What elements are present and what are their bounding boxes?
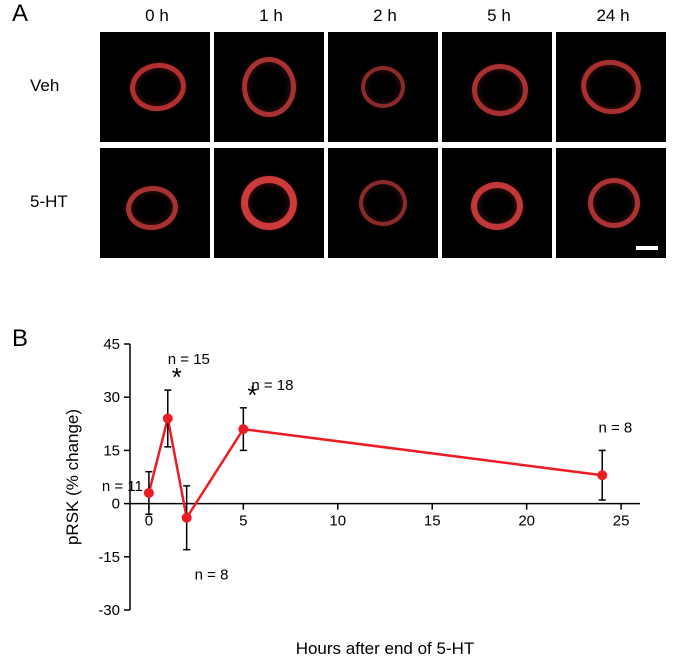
- cell-ring: [588, 178, 640, 228]
- y-tick-label: 45: [103, 336, 120, 353]
- panel-a-label: A: [12, 0, 28, 28]
- y-tick-label: 15: [103, 442, 120, 459]
- n-label: n = 8: [195, 567, 229, 584]
- data-point: [238, 424, 248, 434]
- micrograph-grid: [100, 32, 666, 264]
- micrograph-row: [100, 148, 666, 258]
- panel-b: -30 -15 0 15 30 45 0 5 10 15 20 25 Hours after end o…: [60, 330, 660, 660]
- timepoint-label: 24 h: [556, 6, 670, 26]
- cell-ring: [127, 59, 189, 114]
- cell-ring: [359, 180, 407, 226]
- n-label: n = 11: [102, 478, 143, 495]
- significance-marker: *: [247, 380, 257, 410]
- timepoint-label: 1 h: [214, 6, 328, 26]
- x-tick-label: 10: [329, 513, 346, 530]
- x-tick-label: 0: [145, 513, 153, 530]
- micrograph: [214, 32, 324, 142]
- y-tick-label: 0: [112, 496, 120, 513]
- micrograph: [556, 148, 666, 258]
- data-point: [182, 513, 192, 523]
- data-point: [163, 413, 173, 423]
- data-point: [144, 488, 154, 498]
- significance-marker: *: [172, 362, 182, 392]
- y-tick-label: -30: [98, 602, 120, 619]
- y-axis-label: pRSK (% change): [63, 409, 82, 545]
- micrograph: [328, 32, 438, 142]
- timepoint-label: 2 h: [328, 6, 442, 26]
- micrograph: [214, 148, 324, 258]
- micrograph: [100, 148, 210, 258]
- cell-ring: [471, 182, 523, 230]
- micrograph: [442, 32, 552, 142]
- cell-ring: [241, 176, 297, 230]
- timepoint-label: 0 h: [100, 6, 214, 26]
- n-label: n = 8: [598, 419, 632, 436]
- cell-ring: [361, 66, 405, 108]
- micrograph: [442, 148, 552, 258]
- x-tick-label: 25: [613, 513, 630, 530]
- micrograph: [100, 32, 210, 142]
- y-tick-label: -15: [98, 549, 120, 566]
- row-label-5ht: 5-HT: [30, 192, 68, 212]
- n-label: n = 18: [251, 377, 293, 394]
- scale-bar: [636, 246, 658, 250]
- micrograph: [556, 32, 666, 142]
- prsk-chart: -30 -15 0 15 30 45 0 5 10 15 20 25 Hours after end o…: [60, 330, 660, 660]
- x-tick-label: 5: [239, 513, 247, 530]
- x-tick-label: 15: [424, 513, 441, 530]
- cell-ring: [242, 57, 296, 117]
- row-label-veh: Veh: [30, 76, 59, 96]
- cell-ring: [124, 184, 180, 232]
- x-axis-label: Hours after end of 5-HT: [296, 639, 475, 658]
- micrograph-row: [100, 32, 666, 142]
- cell-ring: [576, 54, 646, 119]
- cell-ring: [472, 64, 528, 116]
- data-point: [597, 470, 607, 480]
- x-tick-label: 20: [518, 513, 535, 530]
- timepoint-label: 5 h: [442, 6, 556, 26]
- panel-b-label: B: [12, 325, 28, 353]
- y-tick-label: 30: [103, 389, 120, 406]
- timepoint-header: 0 h 1 h 2 h 5 h 24 h: [100, 6, 670, 26]
- micrograph: [328, 148, 438, 258]
